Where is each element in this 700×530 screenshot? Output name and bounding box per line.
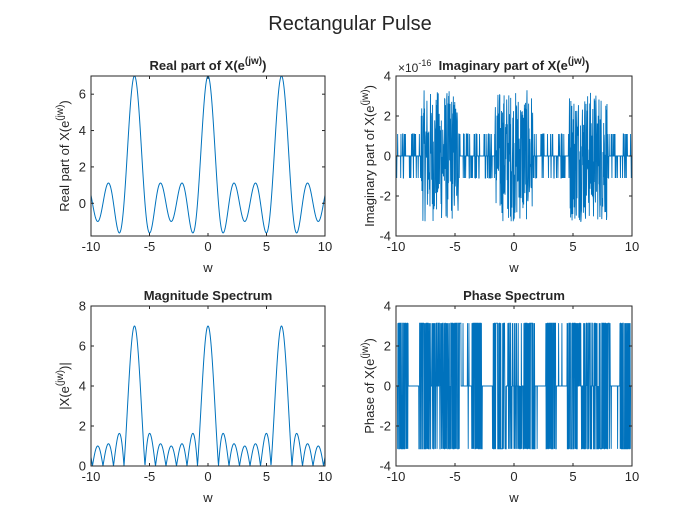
y-tick-label: 6 [79, 339, 86, 354]
x-axis-label: w [508, 490, 519, 505]
y-tick-label: 0 [384, 379, 391, 394]
y-tick-label: 0 [384, 149, 391, 164]
axes-box [90, 305, 326, 467]
subplot-2: -10 -5 0 5 10 -4 -2 0 2 4 w Imaginary part of X(e(j… [360, 56, 639, 275]
y-tick-label: 8 [79, 299, 86, 314]
y-tick-label: -2 [379, 189, 391, 204]
subplot-4: -10 -5 0 5 10 -4 -2 0 2 4 w Phase of X(e(jw)) Phase … [360, 288, 639, 505]
x-tick-label: 5 [263, 239, 270, 254]
x-axis-label: w [202, 490, 213, 505]
y-axis-label: Phase of X(e(jw)) [360, 338, 377, 434]
subplot-title: Magnitude Spectrum [144, 288, 273, 303]
x-tick-label: 0 [510, 239, 517, 254]
x-tick-label: 0 [510, 469, 517, 484]
x-tick-label: 0 [204, 469, 211, 484]
x-tick-label: -10 [387, 469, 406, 484]
x-axis-label: w [508, 260, 519, 275]
figure-suptitle: Rectangular Pulse [268, 13, 431, 35]
y-exponent-label: ×10-16 [398, 58, 431, 75]
y-tick-label: -4 [379, 459, 391, 474]
x-tick-label: 10 [625, 239, 639, 254]
series-line [396, 322, 632, 450]
x-tick-label: 10 [625, 469, 639, 484]
x-tick-label: 5 [569, 239, 576, 254]
x-tick-label: 0 [204, 239, 211, 254]
series-line [91, 325, 325, 466]
x-tick-label: -5 [144, 239, 156, 254]
y-tick-label: 2 [79, 419, 86, 434]
y-tick-label: 2 [79, 159, 86, 174]
series-line [396, 90, 632, 222]
y-tick-label: 4 [384, 299, 391, 314]
x-tick-label: -10 [82, 469, 101, 484]
x-tick-label: 10 [318, 239, 332, 254]
subplot-title: Phase Spectrum [463, 288, 565, 303]
y-tick-label: 0 [79, 459, 86, 474]
subplot-1: -10 -5 0 5 10 0 2 4 6 w Real part of X(e(jw)) Real … [55, 56, 332, 275]
x-tick-label: -5 [144, 469, 156, 484]
subplot-title: Imaginary part of X(e(jw)) [439, 56, 590, 73]
y-tick-label: -2 [379, 419, 391, 434]
axes-box [90, 75, 326, 237]
x-tick-label: -5 [449, 469, 461, 484]
y-axis-label: Real part of X(e(jw)) [55, 100, 72, 212]
y-axis-label: |X(e(jw))| [55, 362, 72, 409]
x-tick-label: 5 [569, 469, 576, 484]
x-tick-label: 10 [318, 469, 332, 484]
x-tick-label: -10 [387, 239, 406, 254]
subplot-3: -10 -5 0 5 10 0 2 4 6 8 w |X(e(jw))| Magnitude Spect… [55, 288, 332, 505]
x-tick-label: -10 [82, 239, 101, 254]
y-axis-label: Imaginary part of X(e(jw)) [360, 85, 377, 227]
x-axis-label: w [202, 260, 213, 275]
y-tick-label: 4 [79, 123, 86, 138]
y-tick-label: 4 [79, 379, 86, 394]
y-tick-label: 2 [384, 339, 391, 354]
y-tick-label: 0 [79, 196, 86, 211]
series-line [91, 76, 325, 234]
y-tick-label: -4 [379, 229, 391, 244]
y-tick-label: 6 [79, 87, 86, 102]
y-tick-label: 4 [384, 69, 391, 84]
y-tick-label: 2 [384, 109, 391, 124]
subplot-title: Real part of X(e(jw)) [150, 56, 267, 73]
x-tick-label: 5 [263, 469, 270, 484]
x-tick-label: -5 [449, 239, 461, 254]
